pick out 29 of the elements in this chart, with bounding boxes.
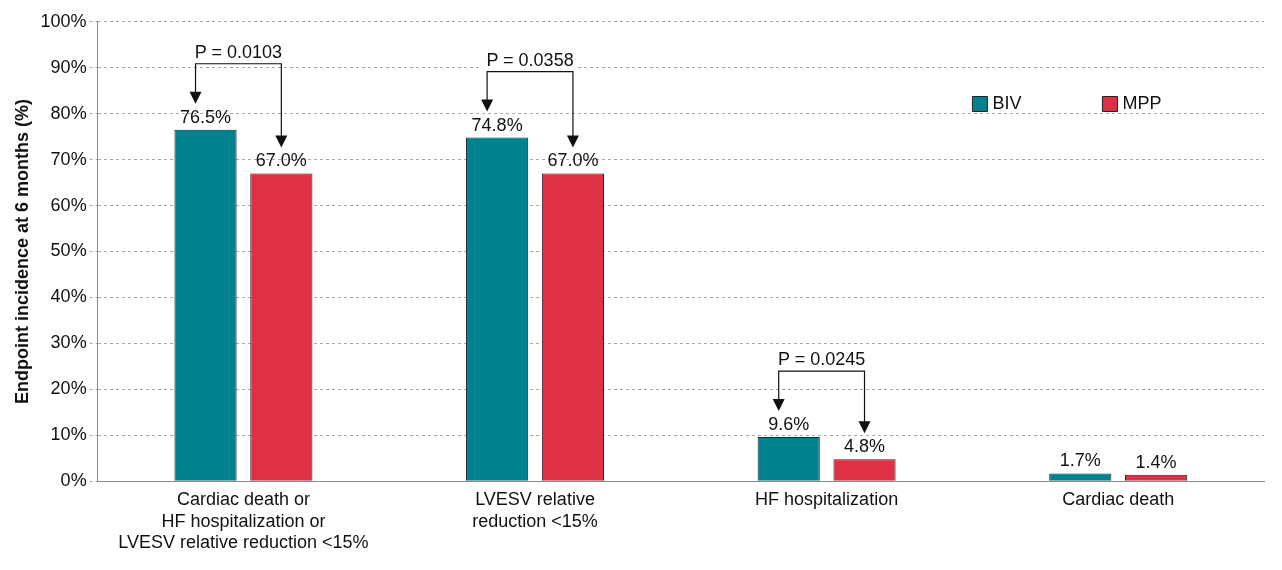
y-tick-label: 20%	[50, 378, 87, 399]
x-tick-label: LVESV relative reduction <15%	[472, 488, 598, 531]
y-tick-label: 50%	[50, 240, 87, 261]
y-tick-label: 80%	[50, 102, 87, 123]
data-label: 1.7%	[1059, 450, 1101, 471]
y-tick-label: 100%	[40, 10, 87, 31]
x-tick-label: HF hospitalization	[755, 488, 899, 509]
y-tick-label: 90%	[50, 56, 87, 77]
y-tick-label: 10%	[50, 424, 87, 445]
y-tick-label: 0%	[60, 470, 87, 491]
data-label: 67.0%	[255, 150, 307, 171]
data-label: 9.6%	[768, 414, 810, 435]
y-axis-title: Endpoint incidence at 6 months (%)	[11, 98, 32, 405]
annotation: P = 0.0358	[486, 49, 574, 70]
x-tick-label: Cardiac death or HF hospitalization or LVESV relative reduction <15%	[118, 488, 369, 553]
annotation: P = 0.0245	[777, 349, 866, 370]
annotation: P = 0.0103	[194, 41, 283, 62]
data-label: 4.8%	[844, 436, 886, 457]
y-tick-label: 60%	[50, 194, 87, 215]
x-tick-label: Cardiac death	[1062, 488, 1175, 509]
data-label: 67.0%	[547, 150, 599, 171]
y-tick-label: 40%	[50, 286, 87, 307]
data-label: 76.5%	[180, 106, 232, 127]
y-tick-label: 30%	[50, 332, 87, 353]
y-tick-label: 70%	[50, 148, 87, 169]
legend-label: MPP	[1122, 93, 1162, 114]
data-label: 1.4%	[1135, 451, 1177, 472]
data-label: 74.8%	[471, 114, 523, 135]
legend-label: BIV	[992, 93, 1022, 114]
